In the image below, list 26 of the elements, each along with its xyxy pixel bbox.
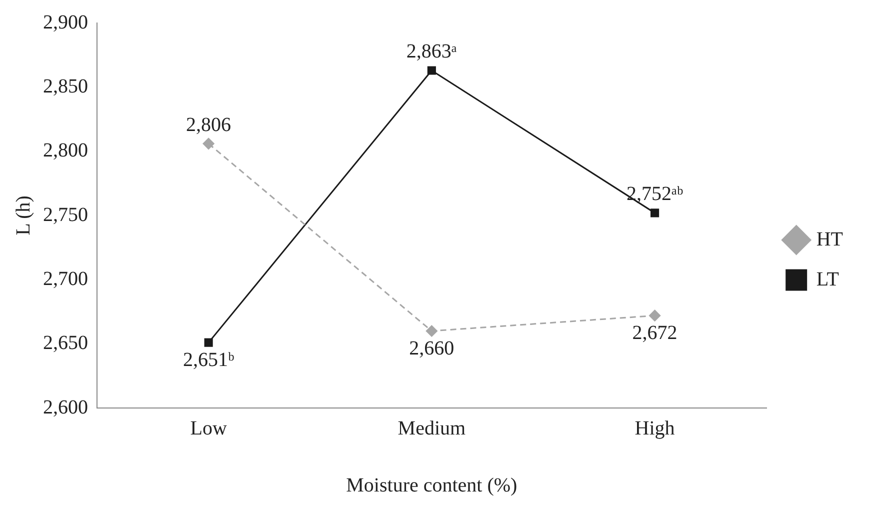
y-tick-label: 2,750 (43, 204, 88, 226)
y-tick-label: 2,800 (43, 140, 88, 162)
legend-label: LT (816, 268, 839, 290)
y-tick-label: 2,600 (43, 396, 88, 418)
y-tick-label: 2,650 (43, 332, 88, 354)
y-tick-label: 2,850 (43, 75, 88, 98)
x-tick-label: Medium (398, 417, 466, 440)
data-label: 2,660 (409, 337, 454, 360)
x-tick-label: High (634, 417, 675, 440)
data-label: 2,651ᵇ (182, 348, 234, 371)
legend-label: HT (816, 228, 844, 250)
x-tick-label: Low (190, 417, 228, 440)
y-axis-title: L (h) (12, 196, 34, 236)
point (204, 338, 213, 347)
data-label: 2,806 (186, 114, 232, 136)
data-label: 2,752ᵃᵇ (626, 183, 684, 206)
data-label: 2,863ᵃ (406, 40, 458, 63)
point (426, 325, 438, 337)
y-tick-label: 2,900 (43, 11, 88, 34)
point (650, 208, 660, 218)
point (649, 310, 661, 322)
point (202, 138, 214, 150)
y-tick-label: 2,700 (43, 268, 88, 290)
x-axis-title: Moisture content (%) (346, 474, 518, 496)
point (427, 66, 436, 75)
data-label: 2,672 (632, 322, 678, 344)
